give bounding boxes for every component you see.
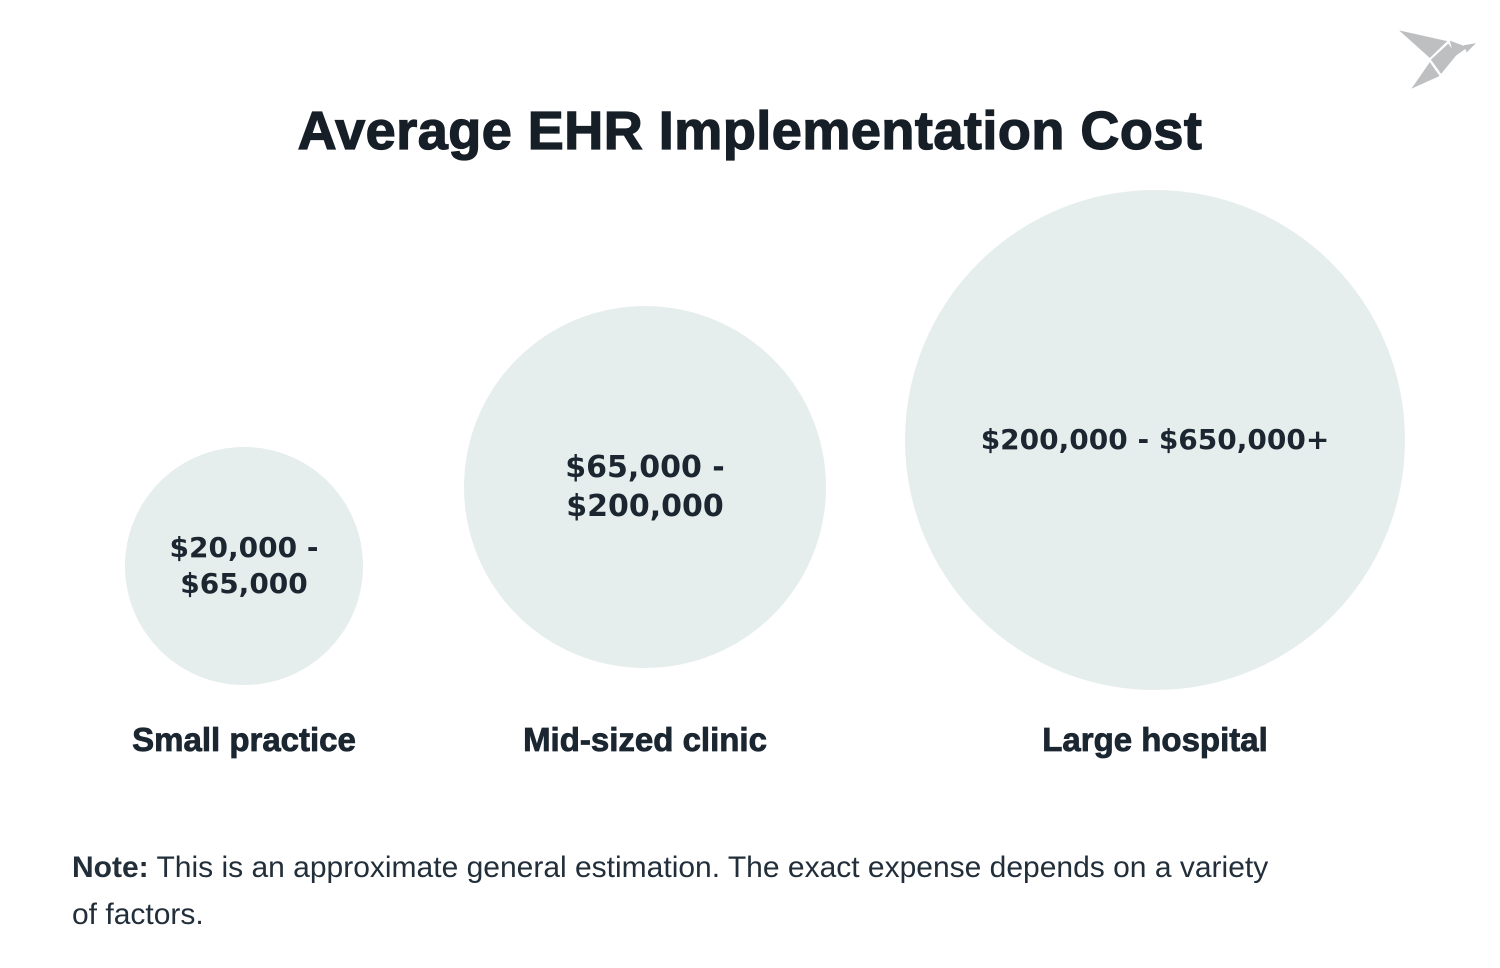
bubble-value-line2: $200,000: [566, 489, 724, 524]
bubble-large-hospital: $200,000 - $650,000+: [905, 190, 1405, 690]
bubble-small-practice: $20,000 - $65,000: [125, 447, 363, 685]
category-label-small-practice: Small practice: [132, 721, 357, 759]
note-line2: of factors.: [72, 898, 204, 931]
bubble-mid-sized-clinic: $65,000 - $200,000: [464, 306, 826, 668]
note: Note: This is an approximate general est…: [72, 844, 1452, 938]
bubble-value: $65,000 - $200,000: [565, 448, 725, 526]
bubble-value-line1: $200,000 - $650,000+: [980, 422, 1330, 456]
bubble-value-line1: $65,000 -: [565, 450, 725, 485]
note-label: Note:: [72, 851, 149, 884]
bubble-value-line2: $65,000: [180, 567, 308, 600]
category-label-large-hospital: Large hospital: [1042, 721, 1268, 759]
bubble-value-line1: $20,000 -: [169, 530, 319, 564]
origami-bird-shapes: [1399, 30, 1476, 89]
origami-bird-logo: [1399, 30, 1476, 89]
note-line1: This is an approximate general estimatio…: [148, 851, 1269, 884]
bubble-value: $20,000 - $65,000: [170, 530, 319, 603]
page-title: Average EHR Implementation Cost: [297, 101, 1203, 162]
category-label-mid-sized-clinic: Mid-sized clinic: [523, 721, 768, 759]
bubble-value: $200,000 - $650,000+: [981, 422, 1330, 458]
